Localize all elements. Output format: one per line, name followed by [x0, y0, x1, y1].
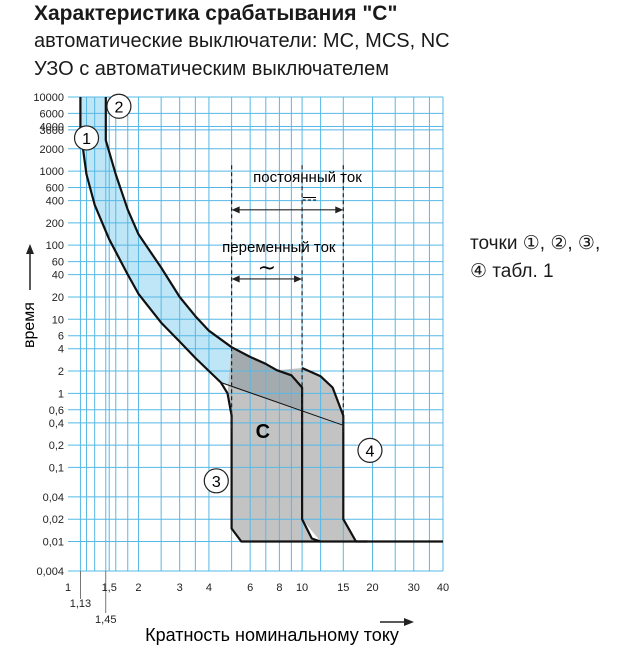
- x-tick-label: 1: [65, 582, 71, 594]
- x-tick-label: 8: [276, 582, 282, 594]
- x-tick-label: 1,45: [95, 614, 116, 626]
- x-tick-label: 10: [296, 582, 308, 594]
- y-tick-label: 0,4: [49, 418, 64, 430]
- dc-range-arrow-head-right: [335, 206, 344, 214]
- y-tick-label: 0,6: [49, 405, 64, 417]
- x-tick-label: 3: [177, 582, 183, 594]
- y-tick-label: 10: [52, 314, 64, 326]
- marker-4-label: 4: [366, 443, 375, 460]
- y-tick-label: 10000: [33, 92, 64, 104]
- y-tick-label: 600: [46, 183, 64, 195]
- y-tick-label: 60: [52, 257, 64, 269]
- marker-1-circle: [73, 125, 100, 151]
- x-tick-label: 6: [247, 582, 253, 594]
- x-tick-label: 1,5: [102, 582, 117, 594]
- y-axis-label: время: [21, 302, 38, 348]
- ac-range-arrow-head-right: [294, 275, 303, 283]
- curve-dc: [301, 366, 368, 543]
- x-tick-label: 15: [337, 582, 349, 594]
- ac-range-arrow-head-left: [231, 275, 240, 283]
- boundary-line: [220, 382, 344, 426]
- y-tick-label: 2: [58, 366, 64, 378]
- marker-2-circle: [106, 93, 132, 119]
- y-tick-label: 20: [52, 292, 64, 304]
- curve-lower: [79, 97, 443, 543]
- y-tick-label: 1: [58, 388, 64, 400]
- marker-4-circle: [357, 437, 383, 463]
- side-note-line2: ④ табл. 1: [470, 261, 554, 282]
- x-axis-label: Кратность номинальному току: [145, 625, 399, 645]
- x-tick-label: 4: [206, 582, 212, 594]
- y-tick-label: 0,02: [43, 514, 64, 526]
- dc-symbol-icon: ⎓: [302, 188, 316, 209]
- x-tick-label: 20: [366, 582, 378, 594]
- chart-subtitle-line1: автоматические выключатели: MC, MCS, NC: [34, 30, 450, 52]
- chart-title: Характеристика срабатывания "C": [34, 2, 398, 25]
- zone-c-label: C: [256, 421, 270, 443]
- ac-range-label: переменный ток: [222, 239, 336, 256]
- x-tick-label: 40: [437, 582, 449, 594]
- y-tick-label: 2000: [40, 144, 64, 156]
- y-tick-label: 0,01: [43, 537, 64, 549]
- dc-range-label: постоянный ток: [253, 169, 362, 186]
- y-tick-label: 0,04: [43, 492, 64, 504]
- y-tick-label: 3600: [40, 125, 64, 137]
- y-tick-label: 400: [46, 196, 64, 208]
- dc-range-arrow-head-left: [231, 206, 240, 214]
- x-tick-label: 1,13: [70, 598, 91, 610]
- x-axis-arrow-head: [404, 618, 414, 626]
- y-tick-label: 100: [46, 240, 64, 252]
- y-tick-label: 6: [58, 331, 64, 343]
- chart-subtitle-line2: УЗО с автоматическим выключателем: [34, 58, 389, 80]
- y-axis-arrow-head: [26, 244, 34, 254]
- y-tick-label: 4000: [40, 121, 64, 133]
- y-tick-label: 0,004: [36, 566, 64, 578]
- marker-2-label: 2: [114, 99, 123, 116]
- x-tick-label: 30: [408, 582, 420, 594]
- zone-dc-region: [276, 368, 368, 542]
- marker-3-label: 3: [212, 474, 221, 491]
- y-tick-label: 0,2: [49, 440, 64, 452]
- y-tick-label: 1000: [40, 166, 64, 178]
- side-note-line1: точки ①, ②, ③,: [470, 233, 601, 254]
- curve-upper: [104, 97, 321, 543]
- y-tick-label: 200: [46, 218, 64, 230]
- ac-symbol-icon: ~: [258, 256, 276, 281]
- x-tick-label: 2: [135, 582, 141, 594]
- y-tick-label: 4: [58, 344, 64, 356]
- y-tick-label: 40: [52, 270, 64, 282]
- y-tick-label: 0,1: [49, 462, 64, 474]
- y-tick-label: 6000: [40, 108, 64, 120]
- marker-3-circle: [203, 468, 229, 494]
- zone-overlap: [231, 347, 303, 410]
- marker-1-label: 1: [82, 131, 91, 148]
